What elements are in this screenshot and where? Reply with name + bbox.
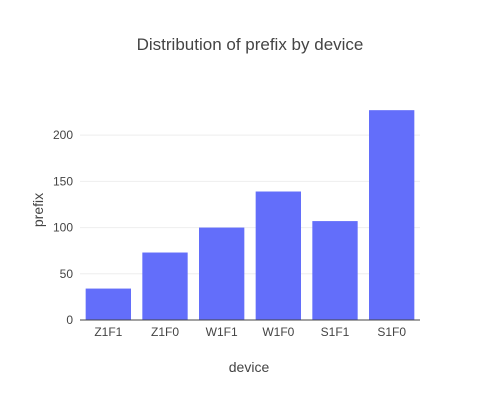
bar-w1f0: [255, 191, 301, 320]
x-tick-label: Z1F0: [151, 325, 179, 339]
x-tick-label: W1F0: [262, 325, 294, 339]
bar-s1f1: [312, 221, 358, 320]
gridlines: [80, 134, 420, 275]
y-axis-title: prefix: [30, 193, 46, 227]
x-tick-label: S1F1: [321, 325, 350, 339]
y-tick-label: 0: [66, 313, 73, 327]
y-tick-label: 100: [53, 221, 73, 235]
bar-z1f1: [85, 288, 131, 320]
x-axis-ticks: Z1F1 Z1F0 W1F1 W1F0 S1F1 S1F0: [94, 325, 406, 339]
y-tick-label: 150: [53, 174, 73, 188]
chart-title: Distribution of prefix by device: [137, 35, 364, 54]
x-tick-label: S1F0: [377, 325, 406, 339]
y-axis-ticks: 0 50 100 150 200: [53, 128, 73, 327]
bar-s1f0: [369, 110, 415, 321]
bar-w1f1: [199, 227, 245, 320]
y-tick-label: 200: [53, 128, 73, 142]
y-tick-label: 50: [60, 267, 74, 281]
x-axis-title: device: [229, 359, 270, 375]
x-tick-label: W1F1: [206, 325, 238, 339]
x-tick-label: Z1F1: [94, 325, 122, 339]
bars: [85, 110, 415, 321]
bar-z1f0: [142, 252, 188, 320]
